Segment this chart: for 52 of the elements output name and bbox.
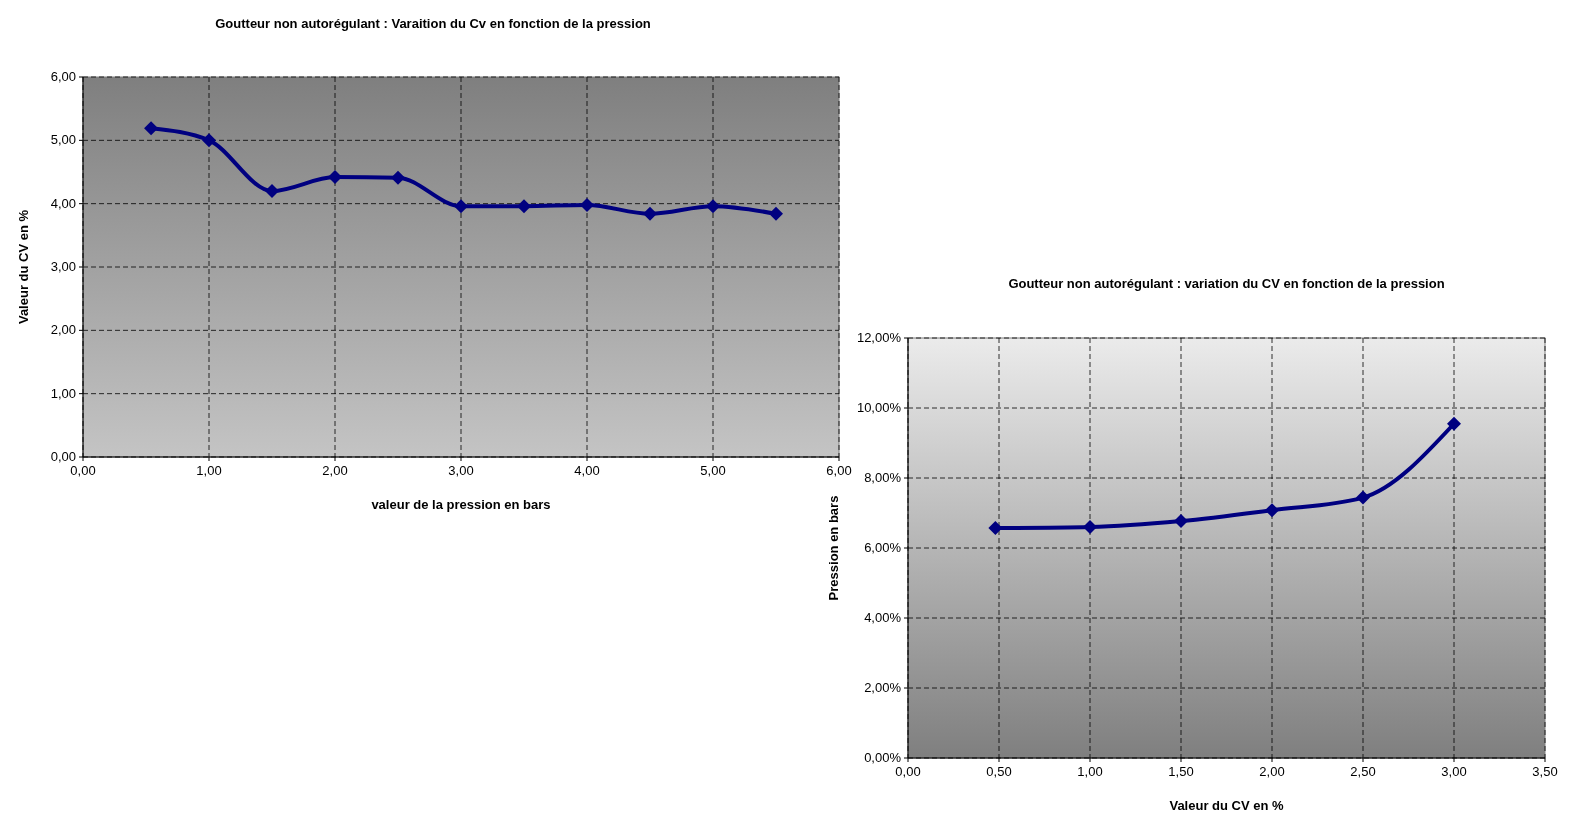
y-axis-title: Valeur du CV en % [16,209,31,325]
x-tick-label: 1,50 [1168,764,1194,779]
point [1447,416,1461,431]
y-axis-title: Pression en bars [826,495,841,601]
y-tick-label: 1,00 [50,385,76,401]
y-tick-label: 5,00 [50,132,76,148]
y-tick-label: 0,00% [864,750,902,765]
point [517,199,531,214]
point [988,521,1003,536]
point [202,133,216,148]
x-tick-label: 2,50 [1350,764,1376,779]
x-tick-label: 5,00 [700,463,726,478]
y-tick-label: 6,00% [864,540,902,555]
point [1174,514,1188,529]
x-tick-label: 0,00 [895,764,921,779]
x-tick-label: 3,00 [448,463,474,478]
x-tick-label: 1,00 [1077,764,1103,779]
point [144,121,159,136]
point [580,197,594,212]
x-tick-label: 3,50 [1532,764,1558,779]
x-tick-label: 2,00 [1259,764,1285,779]
x-tick-label: 0,00 [70,463,96,478]
y-tick-label: 2,00 [50,322,76,338]
chart-title: Goutteur non autorégulant : variation du CV en fonction de la pression [1008,276,1445,291]
x-tick-label: 3,00 [1441,764,1467,779]
x-tick-label: 2,00 [322,463,348,478]
point [769,206,783,221]
x-tick-label: 4,00 [574,463,600,478]
x-tick-label: 0,50 [986,764,1012,779]
y-tick-label: 3,00 [50,259,76,274]
x-tick-label: 6,00 [826,463,852,478]
y-tick-label: 0,00 [50,449,76,464]
point [265,184,279,198]
point [1083,520,1097,534]
x-axis-title: valeur de la pression en bars [371,497,551,512]
y-tick-label: 4,00% [864,610,902,625]
y-tick-label: 6,00 [50,69,76,84]
y-tick-label: 2,00% [864,680,902,695]
y-tick-label: 4,00 [50,195,76,211]
y-tick-label: 10,00% [856,400,902,415]
point [706,199,720,214]
point [1356,490,1370,505]
chart-title: Goutteur non autorégulant : Varaition du Cv en fonction de la pression [215,16,651,31]
x-tick-label: 1,00 [196,463,222,478]
point [391,170,405,185]
y-tick-label: 12,00% [856,330,902,345]
point [328,170,342,185]
point [643,206,657,221]
y-tick-label: 8,00% [864,470,902,485]
point [454,199,468,214]
point [1265,503,1279,518]
x-axis-title: Valeur du CV en % [1169,798,1285,813]
